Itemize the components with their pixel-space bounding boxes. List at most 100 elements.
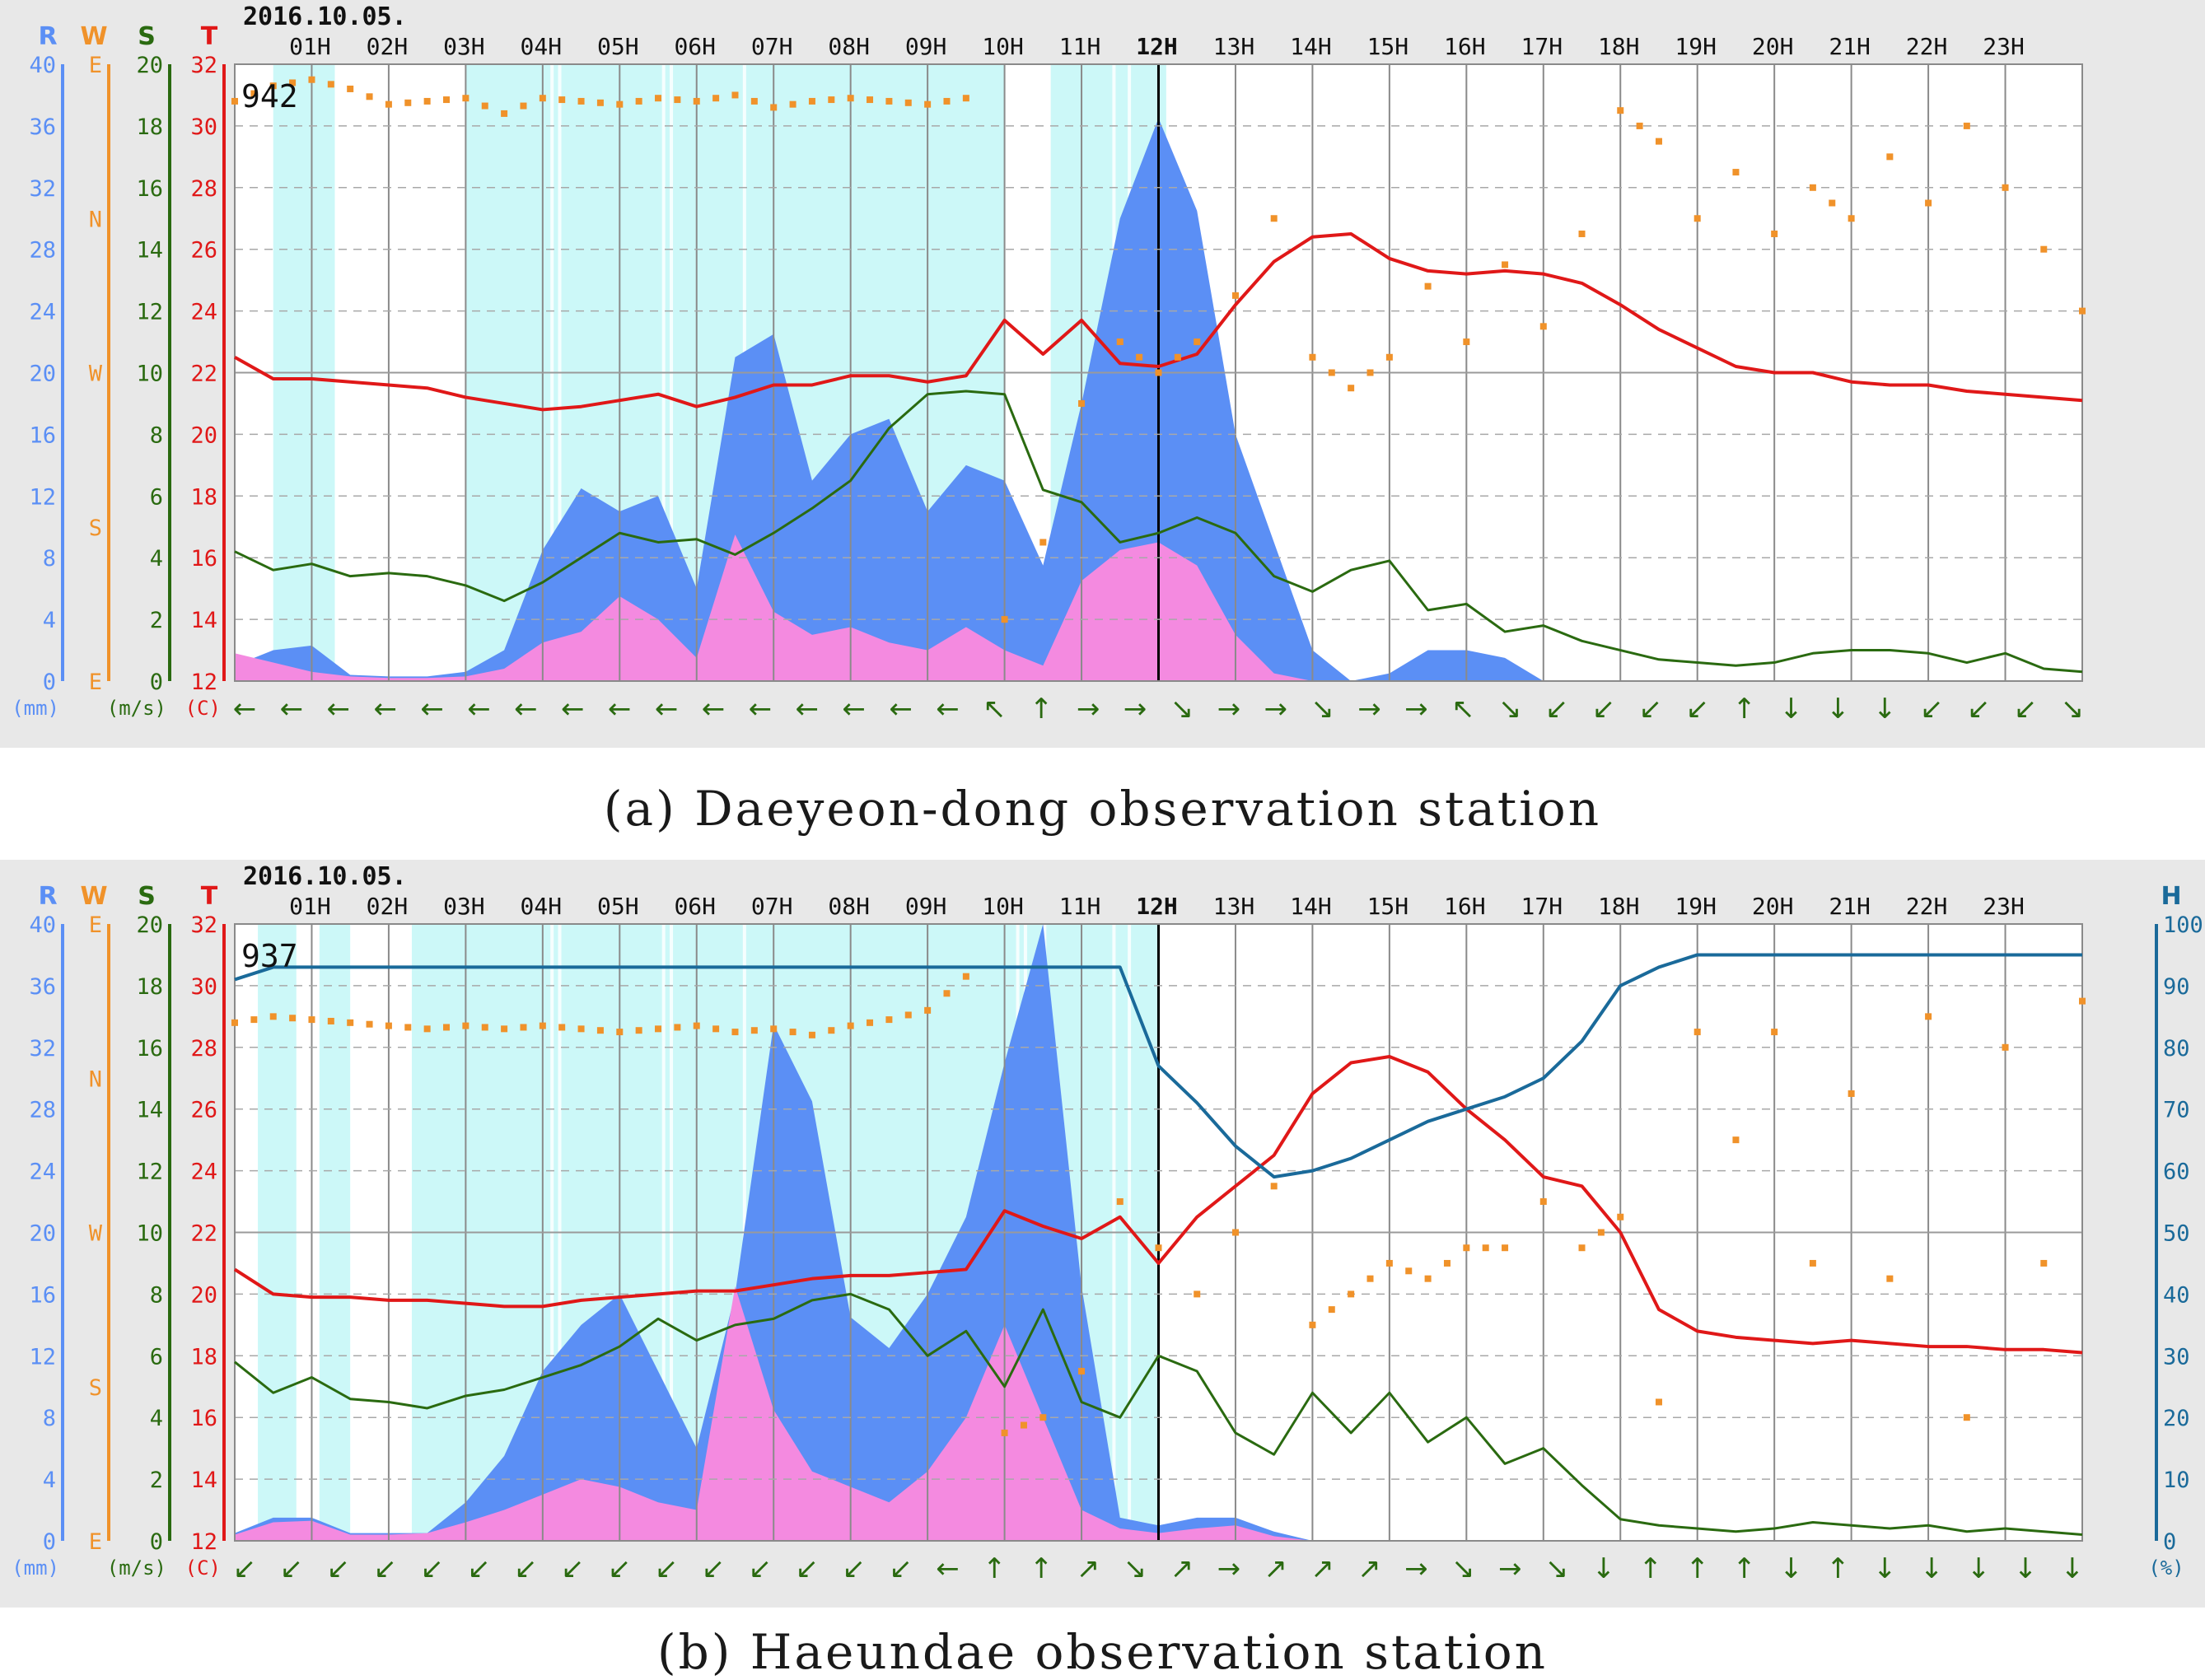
hour-label-15H: 15H [1367, 33, 1409, 60]
wind-arrow-5: ↙ [467, 1552, 491, 1585]
axis-tick-S-14: 14 [136, 238, 163, 264]
wind-direction-point-3 [347, 85, 354, 92]
wind-direction-mid-18 [943, 97, 951, 105]
wind-direction-point-46 [2002, 1043, 2009, 1051]
wind-arrow-27: → [1498, 1552, 1522, 1585]
axis-tick-R-8: 8 [43, 1406, 56, 1431]
wind-direction-point-41 [1809, 1259, 1816, 1267]
axis-title-S: S [138, 22, 156, 51]
wind-direction-point-22 [1078, 399, 1086, 407]
hour-label-11H: 11H [1059, 893, 1101, 920]
wind-direction-mid-0 [250, 1016, 258, 1024]
hour-label-03H: 03H [443, 33, 485, 60]
wind-direction-point-12 [693, 97, 700, 105]
wind-direction-point-35 [1578, 230, 1586, 237]
wind-arrow-3: ← [373, 693, 397, 726]
wind-arrow-28: ↘ [1545, 1552, 1569, 1585]
date-label: 2016.10.05. [243, 862, 407, 891]
wind-direction-mid-20 [1020, 1421, 1027, 1429]
wind-arrow-10: ↙ [702, 1552, 726, 1585]
axis-tick-H-100: 100 [2163, 912, 2203, 938]
wind-arrow-11: ↙ [749, 1552, 773, 1585]
wind-direction-point-43 [1886, 1275, 1894, 1282]
wind-direction-point-27 [1270, 1183, 1278, 1190]
wind-direction-mid-7 [520, 102, 527, 110]
wind-arrow-11: ← [749, 693, 773, 726]
wind-direction-point-1 [269, 1013, 277, 1020]
wind-direction-point-48 [2079, 307, 2086, 315]
axis-title-R: R [38, 22, 57, 51]
axis-tick-S-6: 6 [150, 1344, 163, 1370]
wind-arrow-37: ↓ [1967, 1552, 1991, 1585]
hour-label-13H: 13H [1213, 33, 1255, 60]
wind-arrow-34: ↓ [1826, 693, 1850, 726]
station-code: 937 [241, 938, 298, 974]
axis-tick-R-8: 8 [43, 546, 56, 572]
axis-tick-H-40: 40 [2163, 1282, 2190, 1308]
wind-arrow-3: ↙ [373, 1552, 397, 1585]
humidity-line [234, 953, 2082, 1179]
hour-label-04H: 04H [521, 33, 563, 60]
wind-direction-point-11 [655, 1025, 662, 1033]
wind-arrow-24: ↗ [1357, 1552, 1381, 1585]
wind-arrow-30: ↑ [1639, 1552, 1663, 1585]
axis-tick-S-20: 20 [136, 912, 163, 938]
axis-tick-R-24: 24 [29, 300, 56, 325]
wind-direction-point-6 [462, 1022, 469, 1029]
axis-unit-R: (mm) [12, 1556, 59, 1580]
wind-arrow-26: ↖ [1451, 693, 1475, 726]
wind-arrow-21: → [1217, 693, 1241, 726]
wind-arrow-28: ↙ [1545, 693, 1569, 726]
wind-direction-mid-29 [1366, 1275, 1374, 1282]
wind-direction-mid-8 [558, 1024, 566, 1031]
wind-arrow-7: ↙ [561, 1552, 585, 1585]
hour-label-17H: 17H [1521, 33, 1563, 60]
axis-tick-S-18: 18 [136, 114, 163, 140]
wind-arrow-8: ↙ [608, 1552, 632, 1585]
wind-arrow-32: ↑ [1732, 1552, 1756, 1585]
wind-arrow-19: → [1124, 693, 1147, 726]
axis-tick-W-E: E [89, 1529, 102, 1555]
axis-unit-H: (%) [2148, 1556, 2184, 1580]
wind-direction-mid-9 [596, 99, 604, 106]
wind-direction-point-17 [885, 1016, 893, 1024]
wind-arrow-33: ↓ [1779, 1552, 1803, 1585]
wind-direction-mid-10 [635, 97, 642, 105]
hour-label-01H: 01H [289, 893, 331, 920]
wind-direction-point-30 [1385, 1259, 1393, 1267]
panel-daeyeon-dong: 942 2016.10.05. 01H 02H 03H 04H 05H 06H 07H 08H 09… [0, 0, 2205, 748]
panel-haeundae: 937 2016.10.05. 01H 02H 03H 04H 05H 06H 07H 08H 09… [0, 860, 2205, 1608]
wind-direction-mid-2 [327, 1017, 334, 1024]
axis-tick-R-28: 28 [29, 238, 56, 264]
wind-direction-mid-28 [1328, 369, 1335, 376]
axis-title-W: W [80, 22, 107, 51]
hour-label-02H: 02H [367, 33, 409, 60]
axis-tick-S-12: 12 [136, 1160, 163, 1185]
wind-direction-point-9 [577, 1025, 585, 1033]
wind-direction-mid-8 [558, 96, 566, 104]
hour-label-19H: 19H [1675, 893, 1717, 920]
wind-direction-point-38 [1693, 215, 1701, 222]
wind-arrow-39: ↓ [2061, 1552, 2085, 1585]
axis-tick-S-4: 4 [150, 546, 163, 572]
axis-tick-T-30: 30 [190, 974, 217, 1000]
wind-arrow-14: ← [889, 693, 913, 726]
axis-tick-R-32: 32 [29, 1036, 56, 1062]
axis-unit-T: (C) [185, 1556, 221, 1580]
wind-arrow-4: ← [420, 693, 444, 726]
wind-arrow-17: ↑ [1030, 1552, 1053, 1585]
axis-tick-S-0: 0 [150, 670, 163, 695]
axis-tick-S-0: 0 [150, 1529, 163, 1555]
hour-label-10H: 10H [982, 33, 1024, 60]
wind-arrow-38: ↙ [2014, 693, 2038, 726]
wind-direction-point-31 [1424, 282, 1432, 290]
hour-label-09H: 09H [905, 893, 947, 920]
wind-direction-point-39 [1732, 1136, 1740, 1144]
axis-tick-R-40: 40 [29, 53, 56, 78]
plot-frame [234, 63, 2083, 682]
wind-speed-line [234, 1292, 2083, 1537]
wind-direction-mid-30 [1405, 1267, 1413, 1275]
axis-tick-S-6: 6 [150, 484, 163, 510]
wind-arrow-18: → [1077, 693, 1100, 726]
wind-direction-point-35 [1578, 1244, 1586, 1252]
